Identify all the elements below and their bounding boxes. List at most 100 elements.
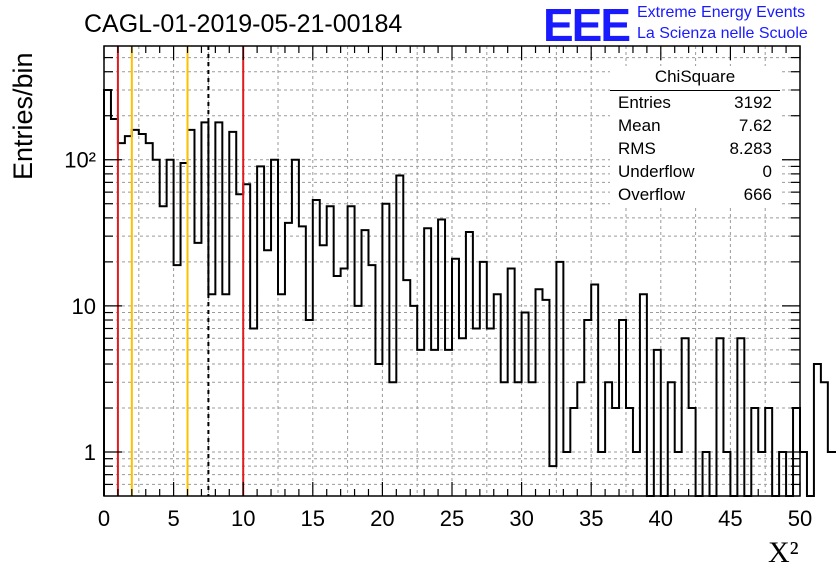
histogram-bin	[396, 175, 403, 496]
histogram-bin	[285, 223, 292, 496]
logo-line-1: Extreme Energy Events	[637, 4, 806, 21]
stats-row-rms: RMS 8.283	[610, 137, 780, 160]
histogram-bin	[160, 206, 167, 496]
stats-value: 8.283	[729, 139, 772, 158]
histogram-bin	[723, 452, 730, 496]
histogram-bin	[125, 136, 132, 496]
histogram-bin	[438, 219, 445, 496]
histogram-bin	[556, 262, 563, 496]
histogram-bin	[348, 206, 355, 496]
histogram-bin	[306, 320, 313, 496]
histogram-bin	[341, 269, 348, 496]
histogram-bin	[389, 382, 396, 496]
histogram-bin	[480, 262, 487, 496]
histogram-bin	[299, 226, 306, 496]
histogram-bin	[257, 166, 264, 496]
stats-value: 3192	[734, 93, 772, 112]
histogram-bin	[703, 452, 710, 496]
histogram-bin	[236, 194, 243, 496]
x-tick-label: 0	[98, 506, 110, 531]
histogram-bin	[501, 382, 508, 496]
histogram-bin	[410, 306, 417, 496]
histogram-bin	[591, 285, 598, 496]
histogram-bin	[737, 338, 744, 496]
histogram-bin	[132, 130, 139, 496]
histogram-bin	[779, 452, 786, 496]
histogram-bin	[292, 160, 299, 496]
stats-row-underflow: Underflow 0	[610, 160, 780, 183]
histogram-bin	[146, 143, 153, 496]
histogram-bin	[563, 452, 570, 496]
histogram-bin	[375, 364, 382, 496]
histogram-bin	[264, 250, 271, 496]
histogram-bin	[222, 294, 229, 496]
histogram-bin	[515, 382, 522, 496]
stats-row-overflow: Overflow 666	[610, 183, 780, 206]
x-tick-label: 20	[370, 506, 394, 531]
stats-label: Overflow	[618, 185, 686, 204]
histogram-bin	[452, 259, 459, 496]
histogram-bin	[536, 289, 543, 496]
histogram-bin	[208, 294, 215, 496]
histogram-bin	[828, 452, 835, 496]
histogram-bin	[118, 143, 125, 496]
x-tick-label: 25	[440, 506, 464, 531]
x-tick-label: 40	[649, 506, 673, 531]
histogram-bin	[459, 338, 466, 496]
histogram-bin	[174, 265, 181, 496]
histogram-bin	[250, 329, 257, 496]
histogram-bin	[584, 320, 591, 496]
y-axis-label: Entries/bin	[8, 52, 38, 180]
histogram-bin	[549, 466, 556, 496]
histogram-bin	[355, 306, 362, 496]
histogram-bin	[473, 329, 480, 496]
histogram-bin	[271, 160, 278, 496]
stats-label: Underflow	[618, 162, 695, 181]
histogram-bin	[619, 320, 626, 496]
histogram-bin	[626, 408, 633, 496]
histogram-bin	[570, 408, 577, 496]
histogram-bin	[201, 122, 208, 496]
stats-value: 7.62	[738, 116, 772, 135]
histogram-bin	[313, 200, 320, 496]
histogram-bin	[278, 294, 285, 496]
y-tick-labels: 1 10 10²	[64, 148, 96, 465]
histogram-bin	[188, 130, 195, 496]
histogram-bin	[716, 338, 723, 496]
histogram-bin	[139, 134, 146, 496]
stats-label: RMS	[618, 139, 656, 158]
histogram-bin	[194, 243, 201, 496]
histogram-bin	[466, 232, 473, 496]
histogram-bin	[445, 350, 452, 496]
histogram-bin	[104, 90, 111, 496]
histogram-bin	[682, 338, 689, 496]
stats-box: ChiSquare Entries 3192 Mean 7.62 RMS 8.2…	[610, 66, 780, 206]
histogram-bin	[243, 184, 250, 496]
histogram-bin	[487, 329, 494, 496]
stats-value: 0	[762, 162, 772, 181]
stats-title: ChiSquare	[610, 66, 780, 91]
histogram-bin	[229, 132, 236, 496]
histogram-bin	[327, 206, 334, 496]
histogram-bin	[320, 245, 327, 496]
histogram-bin	[612, 408, 619, 496]
histogram-bin	[494, 294, 501, 496]
x-tick-label: 45	[718, 506, 742, 531]
x-tick-label: 15	[301, 506, 325, 531]
axis-ticks	[103, 46, 801, 496]
stats-value: 666	[743, 185, 772, 204]
histogram-bin	[800, 452, 807, 496]
histogram-bin	[529, 382, 536, 496]
x-tick-label: 10	[231, 506, 255, 531]
reference-lines	[116, 46, 245, 496]
histogram-bin	[689, 408, 696, 496]
histogram-bin	[403, 280, 410, 496]
eee-logo: EEE	[543, 0, 631, 51]
x-axis-label: X²	[768, 536, 799, 569]
histogram-bin	[668, 382, 675, 496]
histogram-bin	[334, 276, 341, 496]
histogram-bin	[522, 313, 529, 496]
histogram-bin	[368, 265, 375, 496]
histogram-bin	[215, 122, 222, 496]
